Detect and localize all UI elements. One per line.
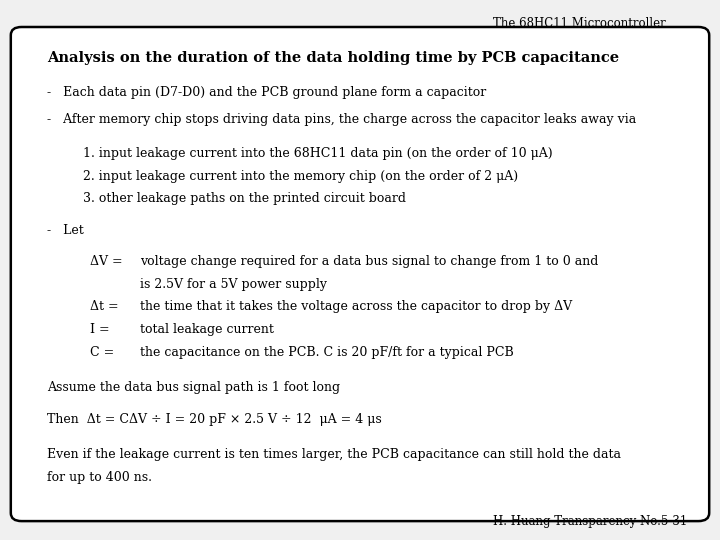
Text: -   After memory chip stops driving data pins, the charge across the capacitor l: - After memory chip stops driving data p… bbox=[47, 113, 636, 126]
Text: C =: C = bbox=[90, 346, 114, 359]
Text: -   Let: - Let bbox=[47, 224, 84, 237]
Text: Assume the data bus signal path is 1 foot long: Assume the data bus signal path is 1 foo… bbox=[47, 381, 340, 394]
Text: Even if the leakage current is ten times larger, the PCB capacitance can still h: Even if the leakage current is ten times… bbox=[47, 448, 621, 461]
Text: 3. other leakage paths on the printed circuit board: 3. other leakage paths on the printed ci… bbox=[83, 192, 406, 205]
Text: voltage change required for a data bus signal to change from 1 to 0 and: voltage change required for a data bus s… bbox=[140, 255, 599, 268]
Text: the time that it takes the voltage across the capacitor to drop by ΔV: the time that it takes the voltage acros… bbox=[140, 300, 572, 313]
Text: Then  Δt = CΔV ÷ I = 20 pF × 2.5 V ÷ 12  μA = 4 μs: Then Δt = CΔV ÷ I = 20 pF × 2.5 V ÷ 12 μ… bbox=[47, 413, 382, 426]
Text: The 68HC11 Microcontroller: The 68HC11 Microcontroller bbox=[493, 17, 666, 30]
Text: -   Each data pin (D7-D0) and the PCB ground plane form a capacitor: - Each data pin (D7-D0) and the PCB grou… bbox=[47, 86, 486, 99]
Text: I =: I = bbox=[90, 323, 109, 336]
Text: the capacitance on the PCB. C is 20 pF/ft for a typical PCB: the capacitance on the PCB. C is 20 pF/f… bbox=[140, 346, 514, 359]
Text: total leakage current: total leakage current bbox=[140, 323, 274, 336]
Text: for up to 400 ns.: for up to 400 ns. bbox=[47, 471, 152, 484]
Text: is 2.5V for a 5V power supply: is 2.5V for a 5V power supply bbox=[140, 278, 328, 291]
Text: 2. input leakage current into the memory chip (on the order of 2 μA): 2. input leakage current into the memory… bbox=[83, 170, 518, 183]
Text: Δt =: Δt = bbox=[90, 300, 119, 313]
Text: 1. input leakage current into the 68HC11 data pin (on the order of 10 μA): 1. input leakage current into the 68HC11… bbox=[83, 147, 552, 160]
Text: H. Huang Transparency No.5-31: H. Huang Transparency No.5-31 bbox=[493, 515, 688, 528]
Text: Analysis on the duration of the data holding time by PCB capacitance: Analysis on the duration of the data hol… bbox=[47, 51, 619, 65]
Text: ΔV =: ΔV = bbox=[90, 255, 122, 268]
